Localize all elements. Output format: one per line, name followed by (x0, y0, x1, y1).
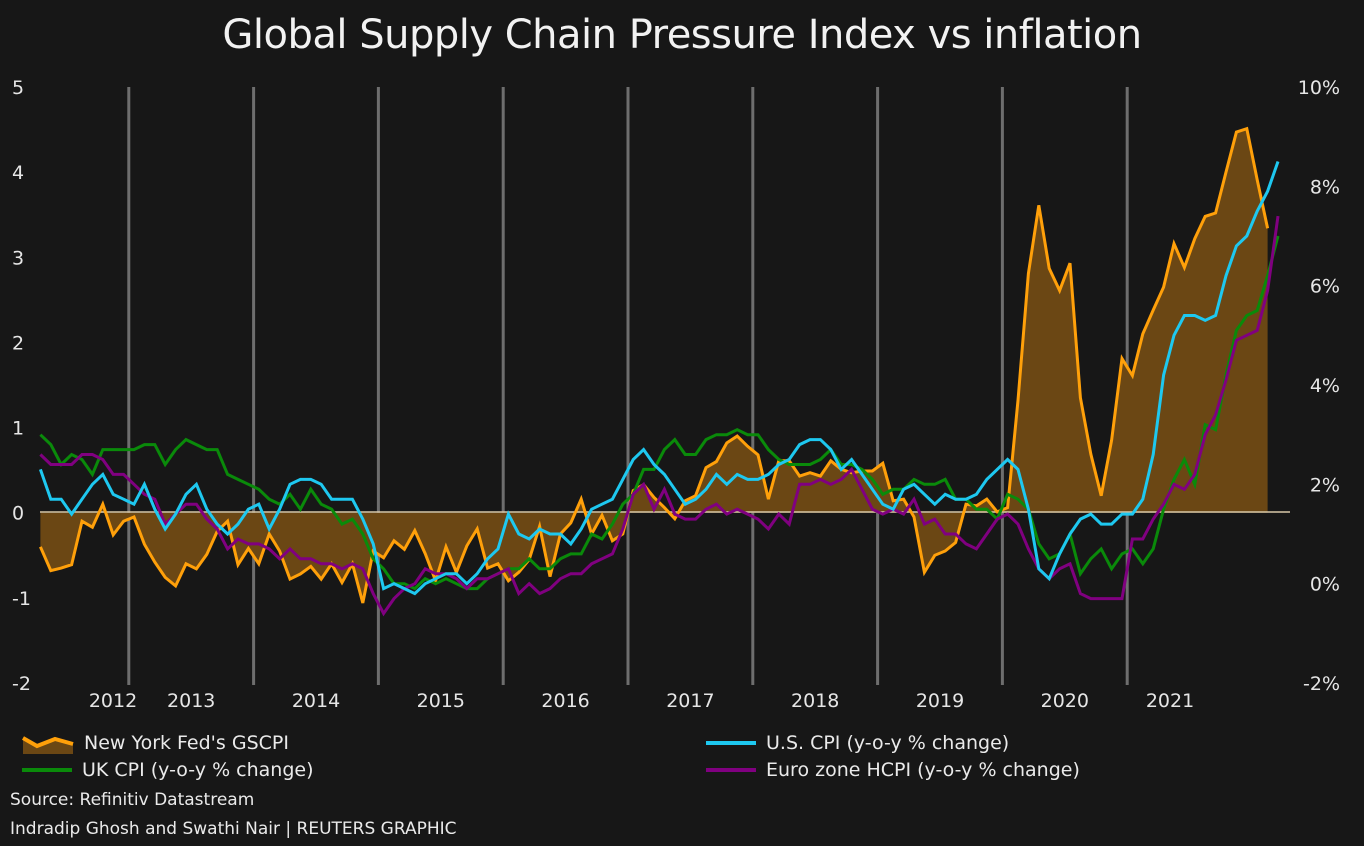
chart-title: Global Supply Chain Pressure Index vs in… (222, 12, 1142, 58)
uk-legend-swatch (22, 768, 72, 772)
left-axis-tick-label: 3 (12, 247, 24, 269)
left-axis-tick-label: 2 (12, 332, 24, 354)
x-axis-tick-label: 2015 (417, 690, 465, 712)
x-axis-tick-label: 2021 (1146, 690, 1194, 712)
euro-hcpi-line (39, 215, 1280, 617)
x-axis-tick-label: 2018 (791, 690, 839, 712)
uk-cpi-line (39, 235, 1280, 591)
right-axis-tick-label: 8% (1310, 176, 1340, 198)
us-cpi-line (38, 161, 1280, 596)
left-axis-tick-label: 0 (12, 503, 24, 525)
legend-item-gscpi: New York Fed's GSCPI (22, 732, 289, 754)
left-axis-tick-label: 4 (12, 162, 24, 184)
us-legend-swatch (706, 741, 756, 745)
legend-label-euro: Euro zone HCPI (y-o-y % change) (766, 759, 1080, 781)
year-gridlines (127, 87, 1129, 685)
gscpi-line (39, 126, 1270, 604)
credit-note: Indradip Ghosh and Swathi Nair | REUTERS… (10, 819, 457, 839)
right-axis-tick-label: -2% (1303, 673, 1340, 695)
legend-item-uk: UK CPI (y-o-y % change) (22, 759, 314, 781)
left-axis-tick-label: 5 (12, 77, 24, 99)
source-note: Source: Refinitiv Datastream (10, 790, 255, 810)
x-axis-tick-label: 2019 (916, 690, 964, 712)
left-axis-tick-label: 1 (12, 418, 24, 440)
right-axis-tick-label: 6% (1310, 276, 1340, 298)
legend-label-us: U.S. CPI (y-o-y % change) (766, 732, 1010, 754)
x-axis-tick-label: 2012 (89, 690, 137, 712)
x-axis-tick-label: 2017 (666, 690, 714, 712)
left-axis-tick-label: -1 (12, 588, 31, 610)
gscpi-legend-swatch (22, 736, 74, 754)
legend-item-us: U.S. CPI (y-o-y % change) (706, 732, 1009, 754)
x-axis-tick-label: 2013 (167, 690, 215, 712)
euro-legend-swatch (706, 768, 756, 772)
right-axis-tick-label: 2% (1310, 474, 1340, 496)
x-axis-tick-label: 2016 (541, 690, 589, 712)
legend-label-uk: UK CPI (y-o-y % change) (82, 759, 314, 781)
right-axis-tick-label: 4% (1310, 375, 1340, 397)
series-lines (38, 126, 1280, 617)
x-axis-tick-label: 2020 (1041, 690, 1089, 712)
left-axis-ticks: 5 4 3 2 1 0 -1 -2 (12, 77, 31, 695)
right-axis-tick-label: 10% (1298, 77, 1340, 99)
x-axis-ticks: 2012 2013 2014 2015 2016 2017 2018 2019 2020 2021 (89, 690, 1194, 712)
x-axis-tick-label: 2014 (292, 690, 340, 712)
right-axis-tick-label: 0% (1310, 574, 1340, 596)
left-axis-tick-label: -2 (12, 673, 31, 695)
legend-item-euro: Euro zone HCPI (y-o-y % change) (706, 759, 1080, 781)
right-axis-ticks: 10% 8% 6% 4% 2% 0% -2% (1298, 77, 1340, 695)
legend-label-gscpi: New York Fed's GSCPI (84, 732, 289, 754)
